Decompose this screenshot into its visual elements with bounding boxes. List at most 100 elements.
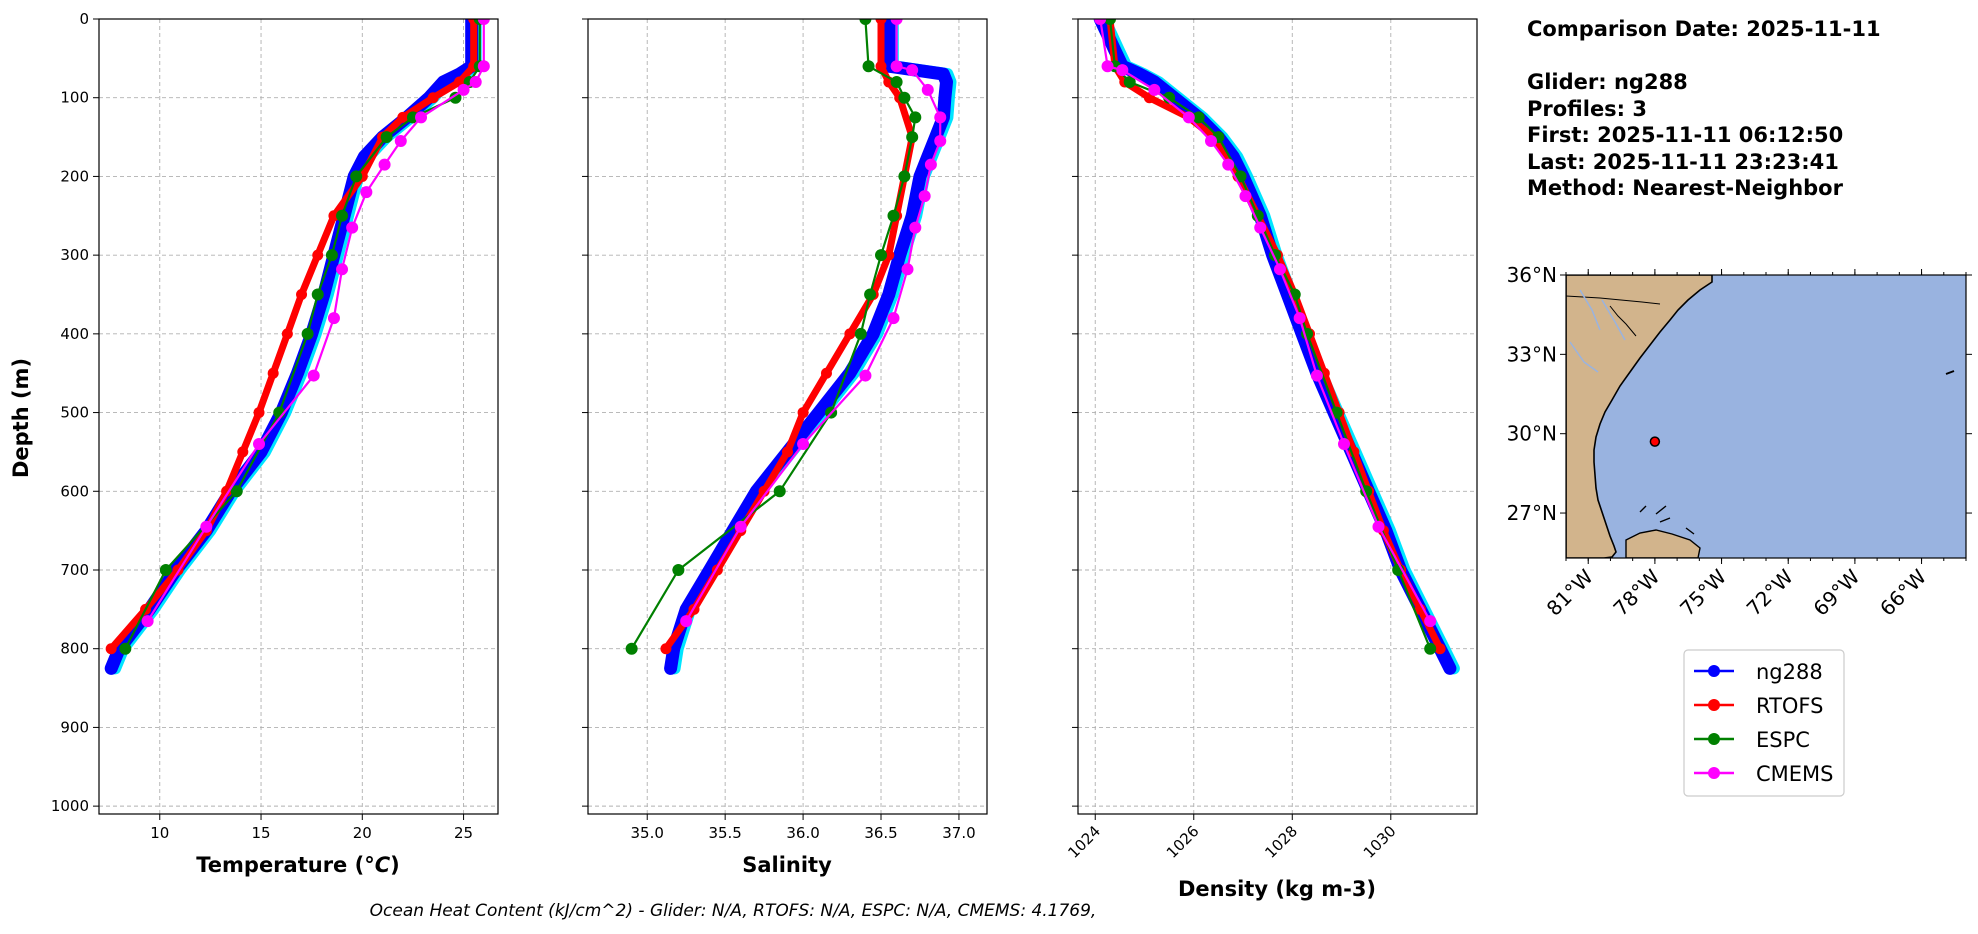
temperature-cmems-point-0 [477,19,490,25]
density-series-group [1093,19,1460,675]
density-cmems-point-9 [1273,263,1286,276]
temperature-cmems-point-1 [477,60,490,73]
map-lon-label-81W: 81°W [1542,564,1598,620]
x-tick-label-density-1030: 1030 [1360,822,1400,862]
density-cmems-point-13 [1372,520,1385,533]
temperature-axes-frame [98,18,499,815]
temperature-espc-point-3 [449,91,462,104]
legend-label-ng288: ng288 [1756,660,1823,684]
map-lon-label-78W: 78°W [1608,564,1664,620]
y-tick-label-500: 500 [60,404,89,422]
salinity-cmems-point-12 [797,438,810,451]
density-cmems-point-3 [1148,83,1161,96]
map-lon-label-75W: 75°W [1675,564,1731,620]
salinity-espc-point-2 [890,75,903,88]
density-espc-point-7 [1251,209,1264,222]
legend-marker-ng288 [1708,665,1720,677]
salinity-rtofs-point-0 [875,19,887,25]
temperature-espc-point-13 [159,563,172,576]
x-tick-label-density-1026: 1026 [1163,822,1203,862]
salinity-ng288-point-23 [665,662,677,674]
temperature-rtofs-point-7 [328,210,340,222]
temperature-ng288-point-23 [105,662,117,674]
legend-marker-espc [1708,733,1720,745]
legend: ng288 RTOFS ESPC CMEMS [1683,649,1845,797]
glider-position-marker [1649,436,1661,447]
salinity-ng288-point-6 [939,92,951,104]
density-cmems-point-7 [1239,190,1252,203]
salinity-ng288-point-10 [914,170,926,182]
temperature-cmems-point-11 [307,369,320,382]
y-tick-label-200: 200 [60,167,89,185]
legend-label-cmems: CMEMS [1756,762,1834,786]
salinity-ng288-point-12 [894,249,906,261]
x-tick-label-temperature-25: 25 [454,824,473,842]
density-cmems-point-10 [1293,312,1306,325]
map-state-border-1 [1566,295,1661,305]
glider-name: Glider: ng288 [1527,70,1688,94]
y-tick-label-100: 100 [60,89,89,107]
x-tick-label-salinity-35.5: 35.5 [708,824,741,842]
salinity-espc-point-4 [909,111,922,124]
salinity-espc-point-9 [864,288,877,301]
x-tick-label-salinity-36.0: 36.0 [786,824,819,842]
temperature-rtofs-point-12 [253,407,265,419]
x-tick-label-salinity-37.0: 37.0 [942,824,975,842]
map-lon-label-72W: 72°W [1742,564,1798,620]
temperature-cmems-point-7 [360,186,373,199]
salinity-cmems-point-5 [934,135,947,148]
temperature-espc-point-12 [230,485,243,498]
x-axis-label-temperature: Temperature (°C) [196,853,400,877]
salinity-cmems-point-11 [859,369,872,382]
temperature-series-group [104,19,490,675]
salinity-ng288-point-13 [883,288,895,300]
temperature-cmems-point-12 [253,438,266,451]
salinity-espc-point-5 [906,131,919,144]
temperature-cmems-point-6 [378,158,391,171]
temperature-espc-point-6 [350,170,363,183]
density-cmems-point-2 [1116,64,1129,77]
y-tick-label-800: 800 [60,640,89,658]
salinity-rtofs-point-10 [820,367,832,379]
map-state-border-2 [1609,305,1637,337]
legend-label-rtofs: RTOFS [1756,694,1823,718]
salinity-cmems-point-10 [887,312,900,325]
density-cmems-point-6 [1222,158,1235,171]
salinity-espc-point-12 [773,485,786,498]
first-time: First: 2025-11-11 06:12:50 [1527,123,1843,147]
temperature-cmems-point-10 [327,312,340,325]
density-ng288-point-4 [1134,68,1146,80]
salinity-ng288-point-16 [813,407,825,419]
map-rivers [1569,289,1626,373]
salinity-series-group [625,19,957,675]
density-cmems-point-14 [1424,615,1437,628]
temperature-cmems-point-3 [457,83,470,96]
salinity-cmems-point-13 [734,520,747,533]
map-land [1566,275,1713,558]
density-cmems-point-12 [1338,438,1350,451]
ocean-heat-content: Ocean Heat Content (kJ/cm^2) - Glider: N… [370,901,1097,921]
salinity-rtofs-point-9 [844,328,856,340]
x-tick-label-density-1024: 1024 [1064,822,1104,862]
salinity-espc-point-0 [859,19,872,25]
density-espc-point-3 [1163,91,1176,104]
salinity-rtofs-point-17 [660,643,672,655]
y-axis-label-depth: Depth (m) [9,358,33,478]
temperature-cmems-point-8 [346,221,359,234]
temperature-cmems-point-13 [200,520,213,533]
salinity-rtofs-point-12 [782,446,793,458]
x-axis-label-salinity: Salinity [742,853,832,877]
salinity-ng288-point-5 [940,76,952,88]
salinity-espc-point-7 [887,209,900,222]
density-cmems-point-11 [1310,369,1323,382]
temperature-rtofs-point-9 [296,288,308,300]
temperature-rtofs-point-11 [267,367,279,379]
legend-marker-cmems [1708,767,1720,779]
y-tick-label-400: 400 [60,325,89,343]
temperature-cmems-point-14 [141,615,154,628]
y-tick-label-700: 700 [60,561,89,579]
salinity-espc-point-1 [862,60,875,73]
temperature-cmems-point-5 [394,135,407,148]
